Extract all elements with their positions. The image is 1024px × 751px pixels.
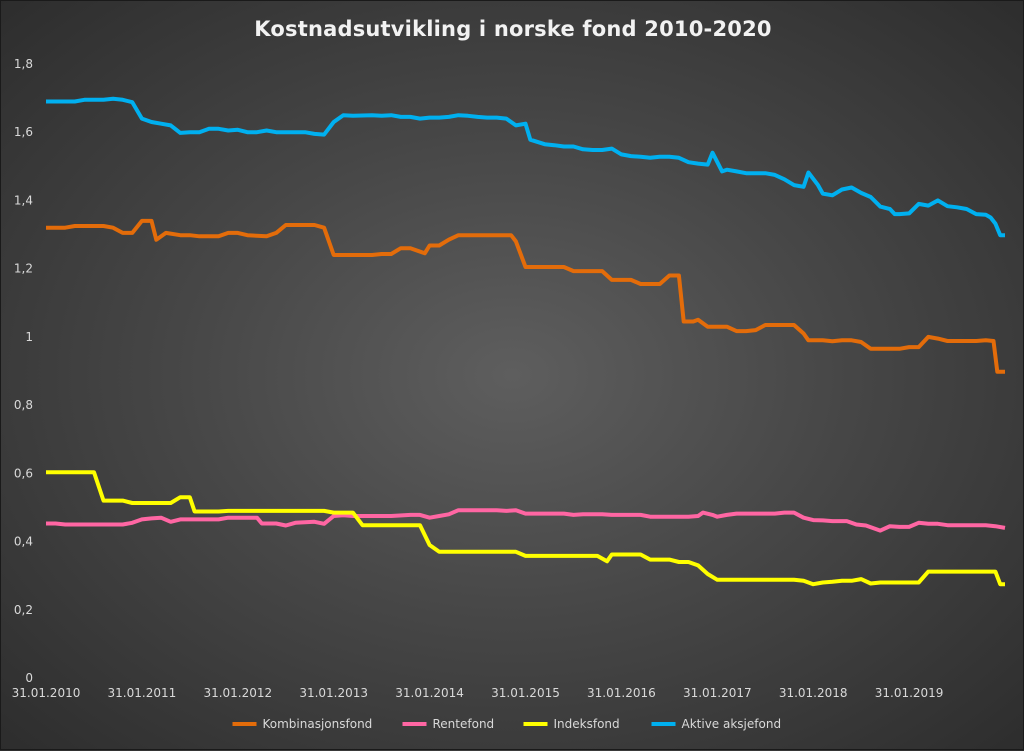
x-tick-label: 31.01.2017 <box>683 686 752 700</box>
legend-item-rentefond: Rentefond <box>402 717 495 731</box>
y-tick-label: 0,6 <box>14 466 33 480</box>
x-tick-label: 31.01.2012 <box>203 686 272 700</box>
legend-label: Rentefond <box>433 717 495 731</box>
y-tick-label: 0,8 <box>14 398 33 412</box>
x-tick-label: 31.01.2018 <box>779 686 848 700</box>
x-tick-label: 31.01.2015 <box>491 686 560 700</box>
x-tick-label: 31.01.2011 <box>108 686 177 700</box>
x-tick-label: 31.01.2014 <box>395 686 464 700</box>
y-tick-label: 1 <box>25 330 33 344</box>
y-tick-label: 0 <box>25 671 33 685</box>
axes: 0 0,2 0,4 0,6 0,8 1 1,2 1,4 1,6 1,8 31.01.2010 31.0… <box>12 57 944 700</box>
x-tick-label: 31.01.2013 <box>299 686 368 700</box>
legend-label: Kombinasjonsfond <box>263 717 373 731</box>
series-line-aktive-aksjefond <box>46 96 1005 238</box>
x-tick-label: 31.01.2019 <box>875 686 944 700</box>
x-tick-label: 31.01.2016 <box>587 686 656 700</box>
legend-item-kombinasjonsfond: Kombinasjonsfond <box>232 717 373 731</box>
y-tick-label: 0,4 <box>14 535 33 549</box>
y-tick-label: 1,4 <box>14 193 33 207</box>
series-lines <box>46 96 1006 587</box>
y-tick-label: 1,8 <box>14 57 33 71</box>
legend-label: Indeksfond <box>554 717 620 731</box>
legend-item-aktive-aksjefond: Aktive aksjefond <box>651 717 782 731</box>
legend: Kombinasjonsfond Rentefond Indeksfond Aktiv… <box>232 717 782 731</box>
legend-label: Aktive aksjefond <box>682 717 782 731</box>
series-line-kombinasjonsfond <box>46 218 1005 374</box>
x-tick-label: 31.01.2010 <box>12 686 81 700</box>
y-tick-label: 0,2 <box>14 603 33 617</box>
series-line-rentefond <box>46 508 1006 533</box>
legend-item-indeksfond: Indeksfond <box>523 717 620 731</box>
chart-title: Kostnadsutvikling i norske fond 2010-202… <box>254 17 772 41</box>
y-tick-label: 1,6 <box>14 125 33 139</box>
series-line-indeksfond <box>46 470 1005 587</box>
y-tick-label: 1,2 <box>14 262 33 276</box>
